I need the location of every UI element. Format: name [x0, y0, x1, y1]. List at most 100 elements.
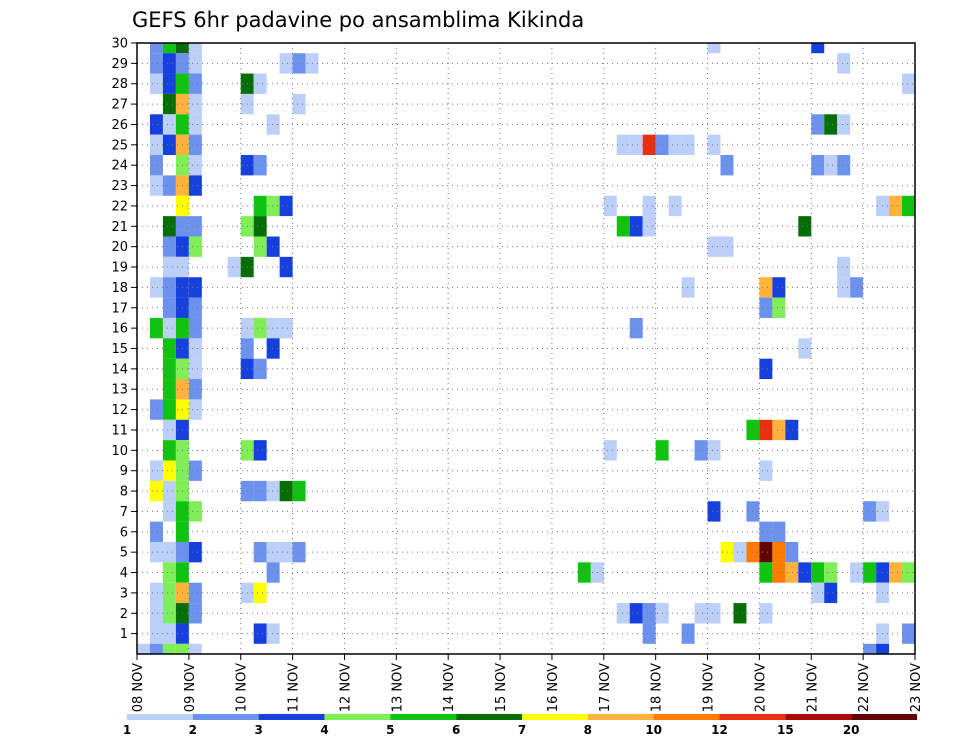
- heatmap-cell: [720, 236, 734, 257]
- heatmap-cell: [162, 643, 176, 654]
- x-tick-label: 20 NOV: [753, 663, 768, 712]
- heatmap-cell: [759, 603, 773, 624]
- heatmap-cell: [188, 53, 202, 74]
- legend-label: 8: [584, 723, 592, 737]
- heatmap-cell: [162, 480, 176, 502]
- x-tick-label: 17 NOV: [598, 663, 613, 712]
- heatmap-cell: [759, 277, 773, 298]
- heatmap-cell: [188, 460, 202, 481]
- x-tick-label: 13 NOV: [390, 663, 405, 712]
- heatmap-cell: [824, 582, 838, 604]
- heatmap-cell: [266, 317, 280, 339]
- x-tick-label: 22 NOV: [857, 663, 872, 712]
- heatmap-cell: [292, 541, 306, 563]
- legend-swatch: [785, 714, 852, 720]
- heatmap-cell: [188, 603, 202, 624]
- heatmap-cell: [824, 155, 838, 176]
- heatmap-cells: [137, 43, 915, 654]
- heatmap-cell: [279, 317, 293, 339]
- y-tick-label: 23: [111, 179, 128, 194]
- heatmap-cell: [162, 73, 176, 94]
- heatmap-cell: [188, 582, 202, 604]
- x-tick-label: 19 NOV: [702, 663, 717, 712]
- heatmap-cell: [188, 399, 202, 420]
- heatmap-cell: [162, 53, 176, 74]
- heatmap-cell: [707, 603, 721, 624]
- heatmap-cell: [266, 562, 280, 583]
- heatmap-cell: [266, 114, 280, 135]
- y-tick-label: 7: [120, 505, 128, 520]
- heatmap-cell: [279, 53, 293, 74]
- heatmap-cell: [902, 195, 915, 217]
- heatmap-cell: [902, 623, 915, 644]
- heatmap-cell: [681, 134, 695, 156]
- legend-label: 4: [320, 723, 328, 737]
- heatmap-cell: [292, 480, 306, 502]
- heatmap-cell: [733, 541, 747, 563]
- heatmap-cell: [837, 53, 851, 74]
- x-tick-label: 14 NOV: [442, 663, 457, 712]
- legend-label: 12: [711, 723, 728, 737]
- heatmap-cell: [707, 134, 721, 156]
- x-axis: 08 NOV 09 NOV 10 NOV 11 NOV 12 NOV 13 NOV 14 N…: [131, 654, 924, 712]
- heatmap-cell: [850, 562, 864, 583]
- legend-label: 3: [254, 723, 262, 737]
- heatmap-cell: [162, 114, 176, 135]
- heatmap-cell: [149, 399, 163, 420]
- heatmap-cell: [162, 175, 176, 196]
- heatmap-cell: [785, 541, 799, 563]
- heatmap-cell: [188, 358, 202, 380]
- heatmap-cell: [837, 155, 851, 176]
- y-tick-label: 29: [111, 57, 128, 72]
- heatmap-cell: [188, 175, 202, 196]
- y-tick-label: 30: [111, 37, 128, 52]
- heatmap-cell: [616, 216, 630, 237]
- y-tick-label: 11: [111, 423, 128, 438]
- heatmap-cell: [149, 53, 163, 74]
- heatmap-cell: [188, 73, 202, 94]
- heatmap-cell: [279, 541, 293, 563]
- heatmap-cell: [785, 419, 799, 441]
- heatmap-cell: [253, 195, 267, 217]
- heatmap-cell: [162, 582, 176, 604]
- legend-swatch: [719, 714, 786, 720]
- legend-swatch: [522, 714, 588, 720]
- heatmap-cell: [902, 73, 915, 94]
- legend-swatch: [258, 714, 325, 720]
- x-tick-label: 08 NOV: [131, 663, 146, 712]
- heatmap-cell: [824, 114, 838, 135]
- heatmap-cell: [668, 134, 682, 156]
- heatmap-cell: [188, 317, 202, 339]
- heatmap-cell: [162, 317, 176, 339]
- heatmap-cell: [162, 460, 176, 481]
- heatmap-cell: [642, 195, 656, 217]
- legend-label: 1: [123, 723, 131, 737]
- x-tick-label: 09 NOV: [183, 663, 198, 712]
- heatmap-cell: [162, 43, 176, 54]
- y-tick-label: 13: [111, 383, 128, 398]
- heatmap-cell: [253, 480, 267, 502]
- y-tick-label: 3: [120, 586, 128, 601]
- heatmap-cell: [188, 338, 202, 359]
- heatmap-cell: [149, 603, 163, 624]
- heatmap-cell: [889, 562, 903, 583]
- y-tick-label: 1: [120, 627, 128, 642]
- heatmap-cell: [162, 338, 176, 359]
- x-tick-label: 16 NOV: [546, 663, 561, 712]
- heatmap-cell: [188, 379, 202, 400]
- heatmap-cell: [188, 236, 202, 257]
- heatmap-cell: [253, 317, 267, 339]
- y-tick-label: 27: [111, 98, 128, 113]
- heatmap-cell: [616, 603, 630, 624]
- heatmap-cell: [162, 297, 176, 318]
- y-tick-label: 28: [111, 77, 128, 92]
- color-legend: 1 2 3 4 5 6 7 8 10 12 15 20: [123, 714, 917, 737]
- heatmap-cell: [733, 603, 747, 624]
- heatmap-cell: [149, 460, 163, 481]
- heatmap-cell: [266, 338, 280, 359]
- heatmap-cell: [798, 216, 812, 237]
- legend-swatch: [324, 714, 391, 720]
- x-tick-label: 15 NOV: [494, 663, 509, 712]
- heatmap-cell: [149, 277, 163, 298]
- heatmap-cell: [253, 236, 267, 257]
